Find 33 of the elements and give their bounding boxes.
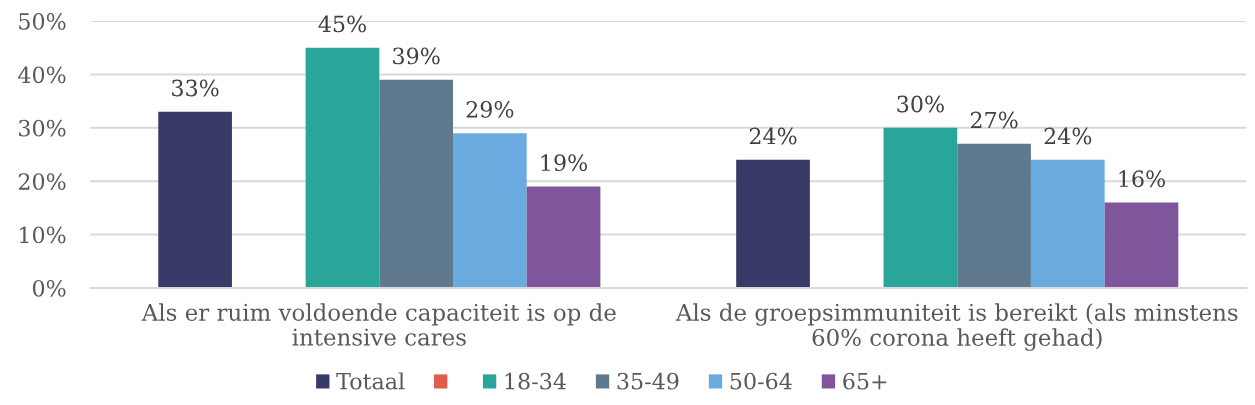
x-tick-label: Als de groepsimmuniteit is bereikt (als minstens 60% corona heeft gehad) xyxy=(675,303,1238,351)
bar xyxy=(305,47,380,288)
legend-label: 65+ xyxy=(843,372,887,390)
data-label: 33% xyxy=(172,79,219,97)
bar xyxy=(736,159,810,288)
data-label: 45% xyxy=(318,15,366,33)
legend-label: 50-64 xyxy=(730,372,792,390)
data-label: 19% xyxy=(541,154,588,172)
bar xyxy=(379,79,454,288)
y-tick-label: 0% xyxy=(32,279,66,297)
data-label: 30% xyxy=(897,95,944,113)
bar xyxy=(1030,159,1105,288)
y-tick-label: 50% xyxy=(19,13,66,30)
bar xyxy=(957,143,1031,288)
y-tick-label: 40% xyxy=(18,66,66,84)
data-label: 29% xyxy=(466,100,514,118)
y-tick-label: 10% xyxy=(20,226,66,244)
y-tick-label: 30% xyxy=(19,119,66,137)
legend-label: 18-34 xyxy=(505,372,566,390)
data-label: 27% xyxy=(970,111,1018,129)
x-tick-label: Als er ruim voldoende capaciteit is op de intensive cares xyxy=(141,303,616,346)
data-label: 16% xyxy=(1119,170,1165,188)
data-label: 24% xyxy=(749,127,797,145)
bar xyxy=(1104,202,1179,288)
legend-label: Totaal xyxy=(336,372,405,390)
data-label: 24% xyxy=(1044,127,1092,145)
y-tick-label: 20% xyxy=(18,173,66,190)
bar xyxy=(158,111,232,288)
data-label: 39% xyxy=(393,47,440,65)
legend-label: 35-49 xyxy=(617,372,679,390)
bar xyxy=(526,186,601,288)
bar xyxy=(883,127,958,288)
bar xyxy=(453,133,527,288)
